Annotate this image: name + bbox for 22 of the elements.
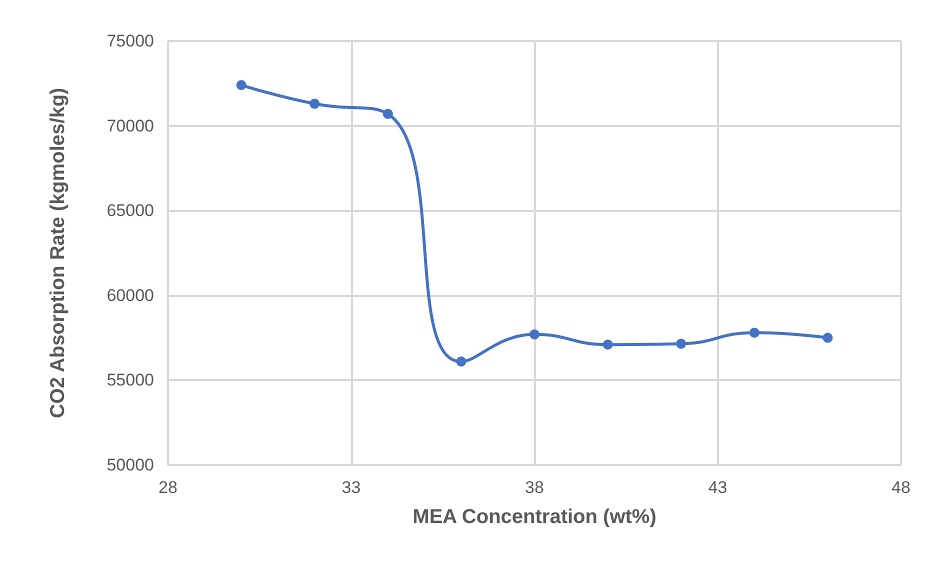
- y-tick-label: 50000: [106, 456, 154, 474]
- point: [822, 332, 833, 343]
- point: [676, 338, 686, 349]
- point: [236, 80, 246, 90]
- y-tick-label: 75000: [106, 32, 154, 50]
- y-tick-label: 65000: [106, 201, 154, 220]
- point: [382, 108, 393, 119]
- x-tick-label: 43: [708, 478, 728, 497]
- point: [602, 340, 613, 350]
- y-tick-label: 60000: [106, 286, 154, 305]
- x-tick-label: 48: [892, 478, 910, 497]
- x-tick-label: 33: [342, 478, 361, 497]
- y-tick-label: 70000: [106, 116, 154, 136]
- point: [456, 356, 466, 367]
- point: [530, 329, 540, 340]
- point: [310, 98, 320, 109]
- x-tick-label: 38: [525, 478, 544, 497]
- x-tick-label: 28: [158, 478, 178, 497]
- x-axis-title: MEA Concentration (wt%): [412, 506, 656, 528]
- point: [749, 328, 760, 338]
- y-axis-title: CO2 Absorption Rate (kgmoles/kg): [47, 88, 69, 418]
- y-tick-label: 55000: [106, 370, 154, 390]
